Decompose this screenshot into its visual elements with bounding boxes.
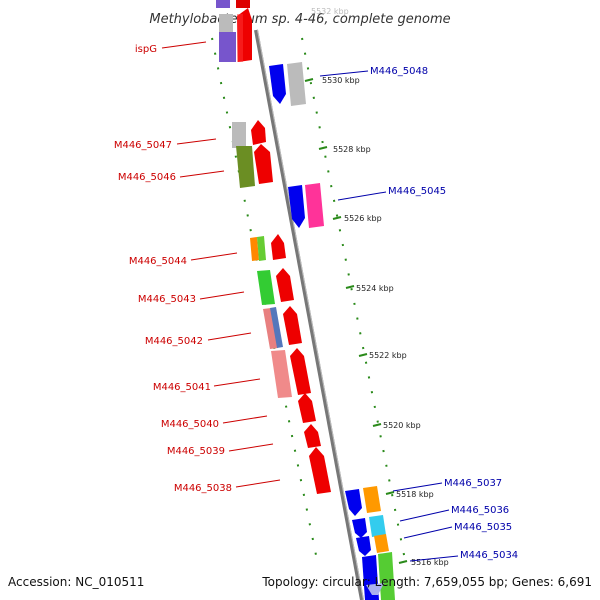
gene-feature[interactable] (374, 534, 389, 553)
gene-label-m446-5045[interactable]: M446_5045 (388, 186, 446, 197)
label-leader (190, 252, 238, 261)
gene-feature[interactable] (271, 234, 286, 260)
genome-summary: Topology: circular; Length: 7,659,055 bp… (261, 575, 592, 589)
label-leader (409, 555, 459, 562)
gene-feature[interactable] (378, 552, 395, 600)
gene-feature[interactable] (232, 122, 246, 148)
label-leader (179, 170, 225, 178)
gene-feature[interactable] (270, 307, 283, 348)
scale-tick (385, 491, 395, 495)
gene-feature[interactable] (236, 0, 250, 8)
label-leader (235, 479, 281, 488)
scale-tick (372, 423, 382, 427)
gene-label-m446-5040[interactable]: M446_5040 (161, 419, 219, 430)
gene-feature[interactable] (276, 268, 294, 302)
label-leader (176, 138, 217, 145)
gene-label-ispg[interactable]: ispG (135, 44, 157, 55)
scale-label: 5516 kbp (411, 558, 449, 567)
map-title: Methylobacterium sp. 4-46, complete geno… (149, 12, 450, 27)
gene-label-m446-5044[interactable]: M446_5044 (129, 256, 187, 267)
gene-label-m446-5042[interactable]: M446_5042 (145, 336, 203, 347)
gene-feature[interactable] (352, 518, 367, 538)
scale-tick (332, 216, 342, 220)
gene-feature[interactable] (363, 486, 381, 513)
scale-label: 5530 kbp (322, 76, 360, 85)
gene-feature[interactable] (254, 144, 273, 184)
gene-feature[interactable] (345, 489, 362, 516)
label-leader (222, 415, 268, 424)
label-leader (213, 378, 261, 387)
gene-feature[interactable] (219, 14, 233, 32)
scale-tick (398, 560, 408, 564)
label-leader (228, 443, 274, 452)
gene-feature[interactable] (283, 306, 302, 345)
scale-tick (345, 285, 355, 289)
gene-label-m446-5035[interactable]: M446_5035 (454, 522, 512, 533)
gene-label-m446-5041[interactable]: M446_5041 (153, 382, 211, 393)
label-leader (337, 191, 387, 201)
gene-feature[interactable] (216, 0, 230, 8)
gene-feature[interactable] (290, 348, 311, 395)
scale-tick (318, 146, 328, 150)
gene-feature[interactable] (251, 120, 266, 145)
gene-label-m446-5046[interactable]: M446_5046 (118, 172, 176, 183)
label-leader (207, 332, 252, 341)
label-leader (392, 482, 443, 492)
scale-tick (358, 353, 368, 357)
gene-feature[interactable] (309, 447, 331, 494)
gene-feature[interactable] (287, 62, 306, 106)
gene-feature[interactable] (237, 14, 243, 62)
gene-label-m446-5037[interactable]: M446_5037 (444, 478, 502, 489)
gene-feature[interactable] (250, 237, 259, 261)
gene-feature[interactable] (271, 350, 292, 398)
gene-feature[interactable] (236, 146, 255, 188)
gene-label-m446-5036[interactable]: M446_5036 (451, 505, 509, 516)
label-leader (319, 70, 369, 77)
gene-feature[interactable] (366, 583, 384, 595)
scale-label: 5522 kbp (369, 351, 407, 360)
gene-label-m446-5043[interactable]: M446_5043 (138, 294, 196, 305)
gene-feature[interactable] (257, 236, 266, 261)
gene-feature[interactable] (219, 32, 236, 62)
gene-feature[interactable] (305, 183, 324, 228)
label-leader (399, 509, 450, 522)
gene-feature[interactable] (257, 270, 275, 305)
gene-label-m446-5034[interactable]: M446_5034 (460, 550, 518, 561)
gene-label-m446-5048[interactable]: M446_5048 (370, 66, 428, 77)
accession-label: Accession: NC_010511 (8, 575, 144, 589)
gene-feature[interactable] (269, 64, 286, 104)
label-leader (161, 41, 207, 49)
gene-label-m446-5047[interactable]: M446_5047 (114, 140, 172, 151)
genome-backbone (254, 29, 364, 600)
scale-label: 5518 kbp (396, 490, 434, 499)
scale-label: 5526 kbp (344, 214, 382, 223)
gene-feature[interactable] (298, 393, 316, 423)
genome-backbone-highlight (257, 29, 364, 600)
scale-tick (304, 78, 314, 82)
scale-label: 5532 kbp (311, 7, 349, 16)
scale-label: 5528 kbp (333, 145, 371, 154)
gene-label-m446-5039[interactable]: M446_5039 (167, 446, 225, 457)
gene-feature[interactable] (356, 536, 371, 556)
label-leader (403, 526, 453, 539)
scale-label: 5520 kbp (383, 421, 421, 430)
scale-label: 5524 kbp (356, 284, 394, 293)
gene-feature[interactable] (369, 515, 386, 537)
gene-feature[interactable] (304, 424, 321, 448)
gene-label-m446-5038[interactable]: M446_5038 (174, 483, 232, 494)
label-leader (199, 291, 245, 300)
gene-feature[interactable] (288, 185, 305, 228)
gene-feature[interactable] (263, 308, 278, 349)
